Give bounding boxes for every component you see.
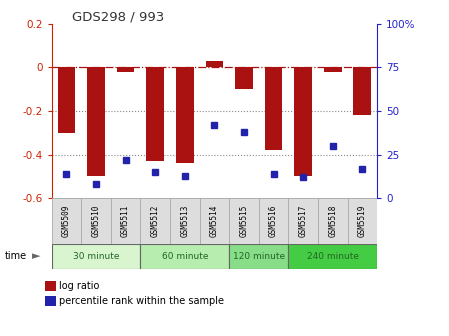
Bar	[324, 67, 342, 72]
Bar	[117, 67, 135, 72]
Bar	[52, 244, 141, 269]
Text: percentile rank within the sample: percentile rank within the sample	[59, 296, 224, 306]
Bar	[294, 67, 312, 176]
Bar	[170, 198, 200, 244]
Bar	[87, 67, 105, 176]
Text: 120 minute: 120 minute	[233, 252, 285, 261]
Text: GSM5514: GSM5514	[210, 205, 219, 237]
Text: 30 minute: 30 minute	[73, 252, 119, 261]
Text: GSM5515: GSM5515	[239, 205, 248, 237]
Text: 60 minute: 60 minute	[162, 252, 208, 261]
Text: GSM5517: GSM5517	[299, 205, 308, 237]
Bar	[206, 60, 223, 67]
Bar	[176, 67, 194, 163]
Text: ►: ►	[32, 251, 41, 261]
Text: GSM5513: GSM5513	[180, 205, 189, 237]
Bar	[348, 198, 377, 244]
Text: GSM5519: GSM5519	[358, 205, 367, 237]
Bar	[57, 67, 75, 133]
Bar	[288, 244, 377, 269]
Bar	[235, 67, 253, 89]
Text: log ratio: log ratio	[59, 281, 100, 291]
Bar	[111, 198, 141, 244]
Bar	[81, 198, 111, 244]
Bar	[229, 198, 259, 244]
Text: GSM5518: GSM5518	[328, 205, 337, 237]
Text: GSM5511: GSM5511	[121, 205, 130, 237]
Bar	[259, 198, 288, 244]
Bar	[353, 67, 371, 115]
Text: time: time	[4, 251, 26, 261]
Bar	[318, 198, 348, 244]
Bar	[265, 67, 282, 150]
Bar	[141, 198, 170, 244]
Text: 240 minute: 240 minute	[307, 252, 359, 261]
Bar	[52, 198, 81, 244]
Text: GSM5509: GSM5509	[62, 205, 71, 237]
Bar	[146, 67, 164, 161]
Bar	[200, 198, 229, 244]
Text: GSM5512: GSM5512	[151, 205, 160, 237]
Text: GSM5510: GSM5510	[92, 205, 101, 237]
Text: GSM5516: GSM5516	[269, 205, 278, 237]
Bar	[141, 244, 229, 269]
Text: GDS298 / 993: GDS298 / 993	[72, 10, 164, 23]
Bar	[288, 198, 318, 244]
Bar	[229, 244, 288, 269]
